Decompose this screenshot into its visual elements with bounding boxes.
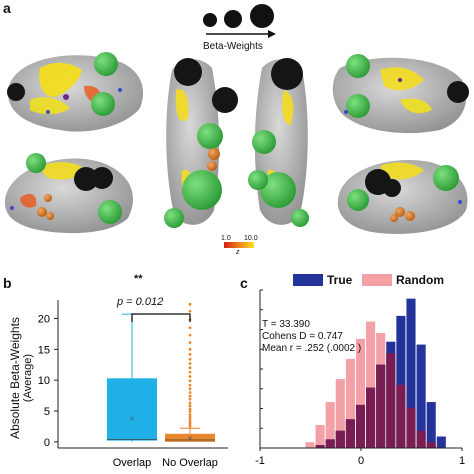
box-category-label: No Overlap (162, 457, 218, 469)
box-outlier-point (188, 347, 192, 351)
hist-bar-true (426, 402, 436, 448)
box-outlier-point (188, 407, 192, 411)
box-y-tick-label: 20 (38, 314, 50, 326)
hist-bar-true (406, 298, 416, 448)
box-outlier-point (188, 420, 192, 424)
hist-bar-random (355, 338, 366, 448)
stats-mean-r: Mean r = .252 (.0002 ) (262, 343, 362, 354)
stats-t-value: T = 33.390 (262, 319, 310, 330)
hist-x-tick-label: -1 (255, 455, 265, 467)
legend-medium-dot (224, 10, 242, 28)
box-mean-marker: × (188, 434, 193, 443)
p-value-label: p = 0.012 (117, 296, 164, 308)
box-y-tick-label: 15 (38, 344, 50, 356)
box-outlier-point (188, 415, 192, 419)
legend-arrow-icon (268, 30, 276, 38)
hist-bar-overlap (416, 430, 426, 448)
colorbar-max-label: 10.0 (244, 235, 258, 242)
box-outlier-point (188, 379, 192, 383)
hist-bar-overlap (345, 419, 355, 448)
box-outlier-point (188, 404, 192, 408)
box-outlier-point (188, 309, 192, 313)
hist-bar-overlap (355, 404, 366, 448)
box-outlier-point (188, 352, 192, 356)
legend-true-swatch (293, 274, 323, 286)
box-outlier-point (188, 383, 192, 387)
legend-small-dot (203, 13, 217, 27)
hist-bar-overlap (396, 384, 406, 448)
box-outlier-point (188, 341, 192, 344)
legend-random-swatch (362, 274, 392, 286)
hist-bar-overlap (335, 430, 345, 448)
box-y-tick-label: 5 (44, 406, 50, 418)
legend-true-label: True (327, 273, 353, 287)
box-outlier-point (188, 425, 192, 428)
significance-stars: ** (134, 273, 143, 285)
box-outlier-point (188, 357, 192, 361)
box-outlier-point (188, 302, 192, 306)
hist-x-tick-label: 1 (459, 455, 465, 467)
box-outlier-point (188, 333, 192, 337)
box-y-tick-label: 0 (44, 437, 50, 449)
panel-a-label: a (3, 0, 11, 16)
hist-bar-overlap (406, 407, 416, 448)
brain-dorsal-right (248, 58, 309, 227)
brain-left-lateral (7, 52, 144, 132)
colorbar-unit-label: z (236, 249, 240, 256)
box-category-label: Overlap (113, 457, 152, 469)
stats-cohens-d: Cohens D = 0.747 (262, 331, 343, 342)
hist-bar-random (315, 425, 325, 448)
panel-b-label: b (3, 275, 12, 291)
legend-large-dot (250, 4, 274, 28)
box-outlier-point (188, 401, 192, 405)
hist-bar-random (366, 321, 376, 448)
box-outlier-point (188, 413, 192, 417)
brain-dorsal-left (164, 58, 238, 228)
hist-bar-true (436, 436, 446, 448)
box-outlier-point (188, 326, 192, 330)
hist-bar-overlap (386, 353, 396, 448)
hist-bar-random (345, 358, 355, 448)
box-rect (107, 378, 157, 441)
box-outlier-point (188, 370, 192, 374)
panel-c-label: c (240, 275, 248, 291)
brain-left-medial (4, 153, 133, 234)
box-outlier-point (188, 387, 192, 391)
box-mean-marker: × (130, 414, 135, 423)
hist-bar-overlap (426, 442, 436, 448)
colorbar-min-label: 1.0 (221, 235, 231, 242)
box-outlier-point (188, 394, 192, 398)
box-outlier-point (188, 362, 192, 365)
histogram-chart: -1 0 1 (255, 289, 465, 467)
beta-weights-legend (203, 4, 276, 38)
hist-bar-overlap (366, 387, 376, 448)
brain-right-medial (337, 159, 468, 234)
hist-bar-random (325, 402, 335, 448)
hist-bar-overlap (315, 445, 325, 448)
significance-bracket (131, 313, 191, 322)
hist-bar-true (416, 344, 426, 448)
box-outlier-point (188, 375, 192, 378)
box-outlier-point (188, 410, 192, 414)
hist-bar-random (335, 379, 345, 448)
boxplot-chart: 0 5 10 15 20 Overlap × No Overlap × (38, 300, 228, 469)
hist-bar-overlap (376, 364, 386, 448)
brain-right-lateral (332, 54, 469, 134)
hist-bar-overlap (325, 439, 335, 448)
hist-bar-random (305, 442, 315, 448)
box-outlier-point (188, 397, 192, 401)
beta-weights-legend-title: Beta-Weights (203, 41, 263, 52)
hist-bar-true (396, 315, 406, 448)
box-outlier-point (188, 418, 192, 422)
box-outlier-point (188, 391, 192, 394)
stats-box: T = 33.390 Cohens D = 0.747 Mean r = .25… (262, 319, 361, 355)
colorbar (224, 242, 254, 248)
box-rect (165, 433, 215, 442)
box-y-tick-label: 10 (38, 375, 50, 387)
legend-random-label: Random (396, 273, 444, 287)
brain-renderings (4, 52, 469, 234)
hist-x-tick-label: 0 (358, 455, 364, 467)
box-outlier-point (188, 366, 192, 370)
